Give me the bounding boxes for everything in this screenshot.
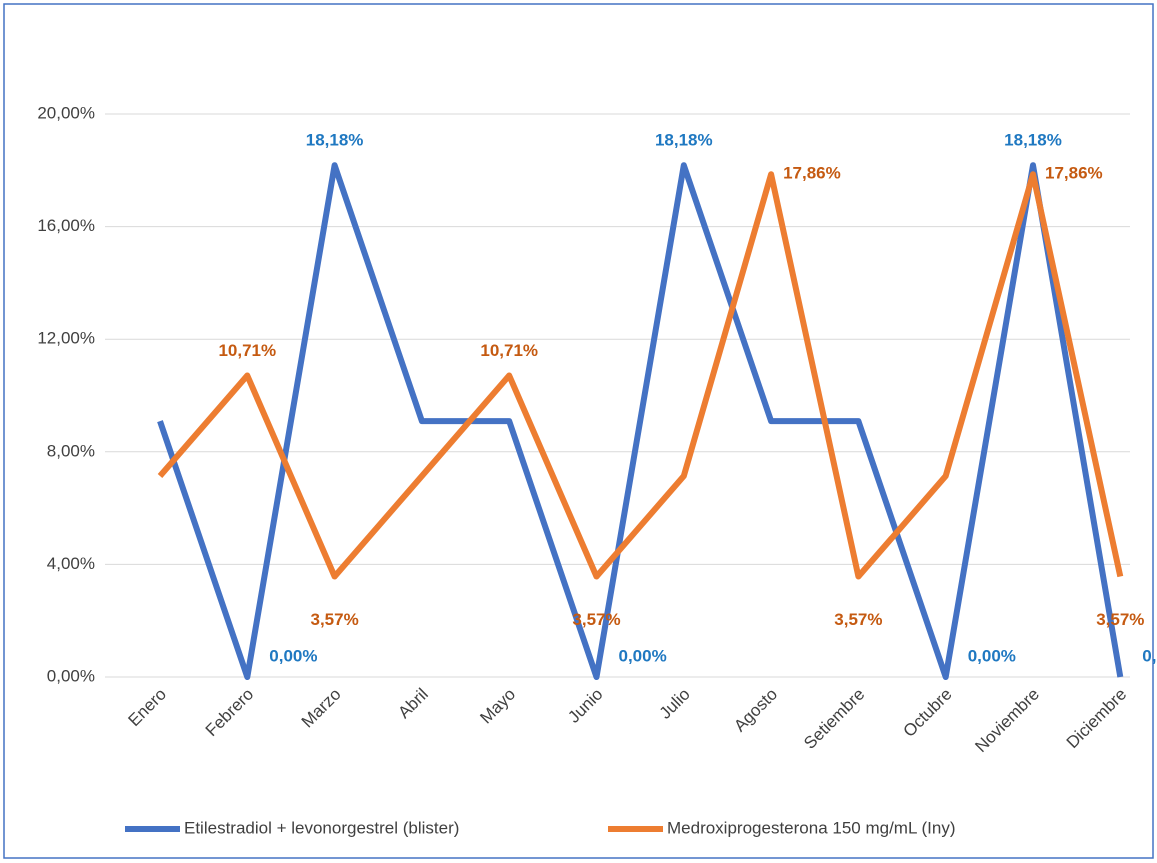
data-label: 10,71%	[218, 341, 276, 360]
data-label: 0,00%	[968, 646, 1016, 665]
y-tick-label: 8,00%	[47, 441, 95, 460]
data-label: 10,71%	[480, 341, 538, 360]
y-tick-label: 20,00%	[37, 103, 95, 122]
y-tick-label: 16,00%	[37, 216, 95, 235]
data-label: 0,00%	[619, 646, 667, 665]
data-label: 3,57%	[310, 610, 358, 629]
series-line	[157, 162, 1124, 680]
data-label: 0,00%	[1142, 646, 1157, 665]
y-tick-label: 12,00%	[37, 329, 95, 348]
data-label: 18,18%	[655, 131, 713, 150]
legend-label: Medroxiprogesterona 150 mg/mL (Iny)	[667, 818, 956, 837]
data-label: 17,86%	[1045, 164, 1103, 183]
y-tick-label: 0,00%	[47, 666, 95, 685]
chart-border	[3, 3, 1154, 859]
data-label: 3,57%	[572, 610, 620, 629]
data-label: 3,57%	[834, 610, 882, 629]
data-label: 18,18%	[1004, 131, 1062, 150]
legend-label: Etilestradiol + levonorgestrel (blister)	[184, 818, 459, 837]
data-label: 17,86%	[783, 164, 841, 183]
series-line	[157, 171, 1124, 580]
data-label: 3,57%	[1096, 610, 1144, 629]
data-label: 18,18%	[306, 131, 364, 150]
y-tick-label: 4,00%	[47, 554, 95, 573]
data-label: 0,00%	[269, 646, 317, 665]
